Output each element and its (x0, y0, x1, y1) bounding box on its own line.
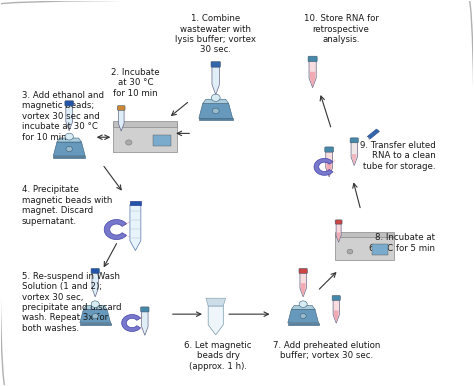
Text: 10. Store RNA for
retrospective
analysis.: 10. Store RNA for retrospective analysis… (303, 14, 378, 44)
Polygon shape (80, 309, 110, 323)
Text: 3. Add ethanol and
magnetic beads;
vortex 30 sec and
incubate at 30 °C
for 10 mi: 3. Add ethanol and magnetic beads; vorte… (22, 91, 104, 142)
FancyBboxPatch shape (299, 268, 307, 273)
Polygon shape (288, 309, 319, 323)
Circle shape (211, 94, 220, 102)
Polygon shape (288, 323, 319, 325)
Circle shape (91, 301, 99, 307)
Polygon shape (292, 305, 315, 309)
Polygon shape (333, 299, 339, 323)
Text: 5. Re-suspend in Wash
Solution (1 and 2);
vortex 30 sec,
precipitate and discard: 5. Re-suspend in Wash Solution (1 and 2)… (22, 272, 121, 333)
Polygon shape (352, 154, 356, 165)
FancyBboxPatch shape (325, 147, 334, 152)
Polygon shape (329, 169, 336, 173)
Polygon shape (208, 306, 223, 335)
Polygon shape (118, 109, 124, 131)
Circle shape (126, 140, 132, 145)
Polygon shape (137, 326, 143, 329)
Polygon shape (142, 310, 148, 335)
Polygon shape (80, 323, 110, 325)
Polygon shape (326, 151, 333, 177)
Circle shape (212, 108, 219, 113)
FancyBboxPatch shape (372, 244, 388, 255)
Circle shape (65, 133, 73, 140)
Polygon shape (212, 66, 219, 95)
Polygon shape (122, 222, 129, 226)
Polygon shape (206, 298, 226, 306)
Text: 2. Incubate
at 30 °C
for 10 min: 2. Incubate at 30 °C for 10 min (111, 68, 160, 98)
Polygon shape (122, 315, 141, 332)
Polygon shape (329, 161, 336, 164)
Circle shape (92, 313, 98, 318)
FancyBboxPatch shape (153, 135, 171, 146)
Polygon shape (199, 118, 233, 120)
Polygon shape (122, 233, 129, 237)
Polygon shape (314, 158, 333, 175)
Polygon shape (367, 129, 379, 139)
Polygon shape (104, 220, 127, 240)
Text: 6. Let magnetic
beads dry
(approx. 1 h).: 6. Let magnetic beads dry (approx. 1 h). (184, 341, 252, 371)
Text: 9. Transfer eluted
RNA to a clean
tube for storage.: 9. Transfer eluted RNA to a clean tube f… (360, 141, 436, 171)
Polygon shape (66, 105, 73, 131)
Text: 8. Incubate at
60 °C for 5 min: 8. Incubate at 60 °C for 5 min (370, 234, 436, 253)
Polygon shape (309, 60, 316, 88)
FancyBboxPatch shape (65, 101, 73, 106)
Polygon shape (300, 272, 306, 297)
Text: 4. Precipitate
magnetic beads with
magnet. Discard
supernatant.: 4. Precipitate magnetic beads with magne… (22, 185, 112, 225)
FancyBboxPatch shape (113, 121, 177, 127)
Polygon shape (368, 137, 370, 140)
Polygon shape (53, 142, 85, 156)
Polygon shape (130, 205, 141, 251)
FancyBboxPatch shape (211, 62, 220, 67)
FancyBboxPatch shape (308, 56, 317, 62)
Polygon shape (310, 72, 315, 87)
FancyBboxPatch shape (130, 201, 141, 205)
Polygon shape (57, 138, 82, 142)
FancyBboxPatch shape (350, 138, 358, 143)
Polygon shape (199, 103, 233, 118)
Circle shape (347, 249, 353, 254)
FancyBboxPatch shape (335, 220, 342, 224)
FancyBboxPatch shape (113, 123, 177, 152)
FancyBboxPatch shape (335, 232, 394, 237)
Text: 7. Add preheated elution
buffer; vortex 30 sec.: 7. Add preheated elution buffer; vortex … (273, 341, 381, 361)
FancyBboxPatch shape (335, 234, 394, 260)
Polygon shape (137, 317, 143, 320)
Circle shape (300, 313, 306, 318)
Polygon shape (92, 272, 99, 297)
Polygon shape (203, 99, 229, 103)
Polygon shape (336, 223, 341, 242)
Circle shape (299, 301, 307, 307)
Polygon shape (351, 141, 357, 166)
Text: 1. Combine
wastewater with
lysis buffer; vortex
30 sec.: 1. Combine wastewater with lysis buffer;… (175, 14, 256, 54)
FancyBboxPatch shape (118, 106, 125, 110)
Polygon shape (337, 232, 340, 242)
FancyBboxPatch shape (141, 307, 149, 312)
Circle shape (66, 146, 73, 152)
Polygon shape (53, 156, 85, 158)
Polygon shape (301, 283, 305, 296)
FancyBboxPatch shape (332, 296, 340, 300)
Polygon shape (327, 162, 332, 176)
Polygon shape (334, 310, 338, 322)
FancyBboxPatch shape (91, 268, 100, 273)
Polygon shape (83, 305, 107, 309)
